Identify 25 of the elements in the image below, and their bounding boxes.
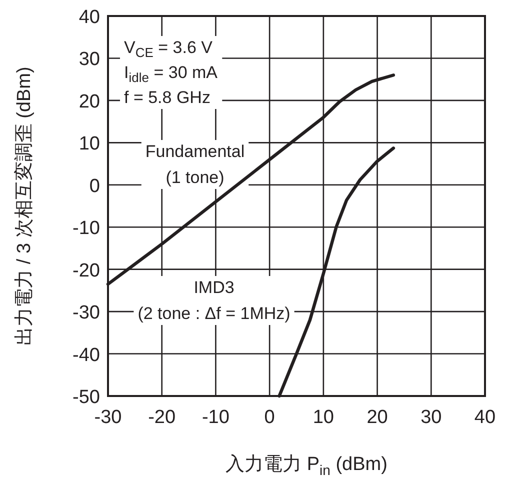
y-tick-label: 10 [78, 134, 100, 155]
y-tick-label: 30 [78, 49, 100, 70]
y-tick-label: 20 [78, 91, 100, 112]
x-tick-label: 40 [474, 407, 496, 428]
x-tick-label: 20 [366, 407, 388, 428]
x-tick-label: 0 [264, 407, 275, 428]
y-tick-label: -20 [72, 260, 100, 282]
y-tick-label: -30 [72, 302, 100, 324]
y-tick-label: -10 [72, 218, 100, 240]
series-label: IMD3 (2 tone : Δf = 1MHz) [138, 278, 290, 323]
series-label: Fundamental (1 tone) [145, 142, 245, 187]
annotation: V$_{CE}$ = 3.6 V [124, 38, 214, 60]
y-tick-label: 0 [89, 176, 100, 197]
y-tick-label: 40 [78, 7, 100, 28]
y-tick-label: -40 [72, 344, 100, 366]
x-axis-title: 入力電力 P$_{in}$ (dBm) [226, 454, 388, 478]
x-tick-label: -30 [94, 407, 122, 428]
x-tick-label: 10 [312, 407, 334, 428]
x-tick-label: -10 [202, 407, 230, 428]
x-tick-label: 30 [420, 407, 442, 428]
y-tick-label: -50 [72, 387, 100, 408]
y-axis-title: 出力電力 / 3 次相互変調歪 (dBm) [13, 66, 35, 346]
x-tick-label: -20 [148, 407, 176, 428]
annotation: f = 5.8 GHz [124, 88, 210, 107]
annotation: I$_{idle}$ = 30 mA [124, 63, 218, 85]
